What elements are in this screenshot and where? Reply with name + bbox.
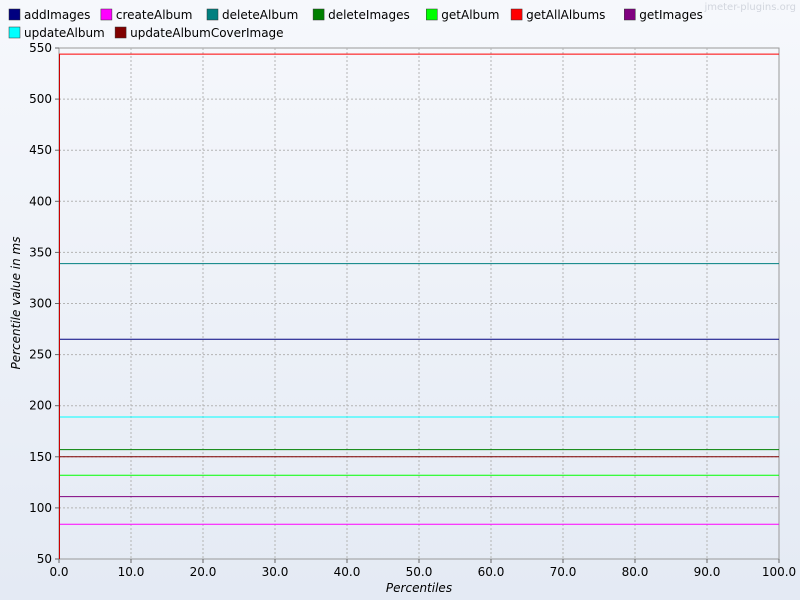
y-tick-label: 400 (29, 194, 52, 208)
legend-label: updateAlbumCoverImage (130, 26, 283, 40)
grid (59, 48, 779, 559)
legend-item-getAlbum: getAlbum (426, 8, 499, 22)
legend-label: addImages (24, 8, 90, 22)
legend-item-updateAlbum: updateAlbum (8, 26, 105, 40)
y-tick-label: 50 (37, 552, 52, 566)
legend-label: getAllAlbums (526, 8, 605, 22)
legend-label: getImages (639, 8, 703, 22)
x-tick-label: 40.0 (334, 565, 361, 579)
legend-swatch (114, 26, 127, 39)
legend-swatch (8, 8, 21, 21)
legend-item-createAlbum: createAlbum (100, 8, 193, 22)
x-tick-label: 20.0 (190, 565, 217, 579)
x-tick-label: 70.0 (550, 565, 577, 579)
legend-swatch (8, 26, 21, 39)
y-tick-label: 350 (29, 245, 52, 259)
x-tick-label: 0.0 (49, 565, 68, 579)
x-axis-title: Percentiles (386, 581, 452, 595)
legend-label: createAlbum (116, 8, 193, 22)
legend: addImages createAlbum deleteAlbum deleteIma… (8, 8, 703, 40)
y-tick-label: 300 (29, 297, 52, 311)
legend-label: updateAlbum (24, 26, 105, 40)
y-tick-label: 450 (29, 143, 52, 157)
y-tick-label: 150 (29, 450, 52, 464)
x-tick-label: 50.0 (406, 565, 433, 579)
legend-item-addImages: addImages (8, 8, 90, 22)
legend-item-deleteAlbum: deleteAlbum (206, 8, 298, 22)
x-tick-label: 30.0 (262, 565, 289, 579)
legend-item-deleteImages: deleteImages (312, 8, 410, 22)
legend-swatch (426, 8, 438, 21)
x-tick-label: 80.0 (622, 565, 649, 579)
legend-swatch (510, 8, 523, 21)
legend-label: deleteAlbum (222, 8, 298, 22)
legend-item-getAllAlbums: getAllAlbums (510, 8, 605, 22)
legend-label: getAlbum (441, 8, 499, 22)
y-tick-label: 250 (29, 348, 52, 362)
watermark: jmeter-plugins.org (703, 2, 796, 13)
y-tick-label: 500 (29, 92, 52, 106)
legend-swatch (312, 8, 325, 21)
y-axis-title: Percentile value in ms (9, 237, 23, 370)
legend-swatch (624, 8, 636, 21)
series-lines (59, 53, 779, 559)
legend-item-updateAlbumCoverImage: updateAlbumCoverImage (114, 26, 284, 40)
y-tick-label: 550 (29, 41, 52, 55)
x-tick-label: 60.0 (478, 565, 505, 579)
legend-label: deleteImages (328, 8, 410, 22)
y-tick-label: 100 (29, 501, 52, 515)
x-tick-label: 100.0 (762, 565, 796, 579)
legend-item-getImages: getImages (624, 8, 703, 22)
y-tick-label: 200 (29, 399, 52, 413)
x-tick-label: 90.0 (694, 565, 721, 579)
legend-swatch (206, 8, 219, 21)
x-tick-label: 10.0 (118, 565, 145, 579)
legend-swatch (100, 8, 113, 21)
axes: 0.0 10.0 20.0 30.0 40.0 50.0 60.0 70.0 80.0 90.0 1… (29, 41, 796, 579)
